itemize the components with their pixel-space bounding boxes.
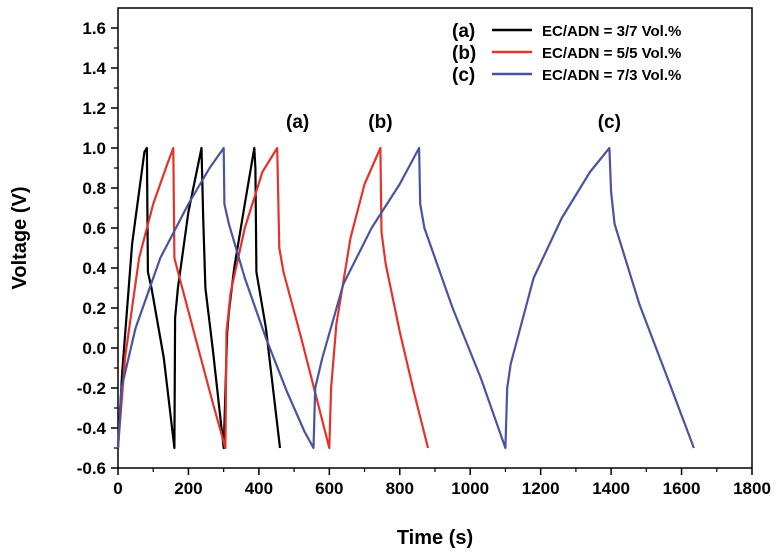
series-line-b (116, 146, 430, 450)
legend-label: EC/ADN = 3/7 Vol.% (542, 23, 681, 40)
y-tick-label: 1.6 (82, 19, 106, 38)
legend-label: EC/ADN = 5/5 Vol.% (542, 45, 681, 62)
y-tick-label: 0.6 (82, 219, 106, 238)
y-tick-label: 0.0 (82, 339, 106, 358)
axis-ticks: 0 200 400 600 800 1000 1200 1400 1600 1800 -0.6 -0.… (77, 19, 771, 498)
y-tick-label: 1.0 (82, 139, 106, 158)
y-tick-label: 1.4 (82, 59, 106, 78)
y-tick-label: 0.2 (82, 299, 106, 318)
y-tick-label: 0.8 (82, 179, 106, 198)
annotation-layer: (a) (b) (c) (286, 112, 621, 133)
series-layer (116, 146, 695, 450)
y-tick-label: -0.2 (77, 379, 106, 398)
y-tick-label: 0.4 (82, 259, 106, 278)
x-tick-label: 400 (245, 479, 273, 498)
x-axis-title: Time (s) (397, 527, 473, 549)
x-tick-label: 0 (113, 479, 122, 498)
y-axis-title: Voltage (V) (9, 187, 31, 290)
legend-tag: (a) (452, 21, 475, 42)
y-tick-label: -0.4 (77, 419, 107, 438)
legend: (a) EC/ADN = 3/7 Vol.% (b) EC/ADN = 5/5 Vol… (452, 21, 681, 86)
x-tick-label: 800 (386, 479, 414, 498)
x-tick-label: 1000 (451, 479, 489, 498)
x-tick-label: 600 (315, 479, 343, 498)
curve-annotation: (a) (286, 112, 309, 133)
x-tick-label: 1800 (733, 479, 771, 498)
series-line-c (116, 146, 695, 450)
x-tick-label: 1400 (592, 479, 630, 498)
x-tick-label: 1200 (522, 479, 560, 498)
y-tick-label: -0.6 (77, 459, 106, 478)
x-tick-label: 200 (174, 479, 202, 498)
y-tick-label: 1.2 (82, 99, 106, 118)
legend-label: EC/ADN = 7/3 Vol.% (542, 67, 681, 84)
series-line-a (116, 146, 282, 450)
curve-annotation: (b) (368, 112, 392, 133)
legend-tag: (b) (452, 43, 476, 64)
x-tick-label: 1600 (663, 479, 701, 498)
legend-tag: (c) (452, 65, 475, 86)
curve-annotation: (c) (598, 112, 621, 133)
